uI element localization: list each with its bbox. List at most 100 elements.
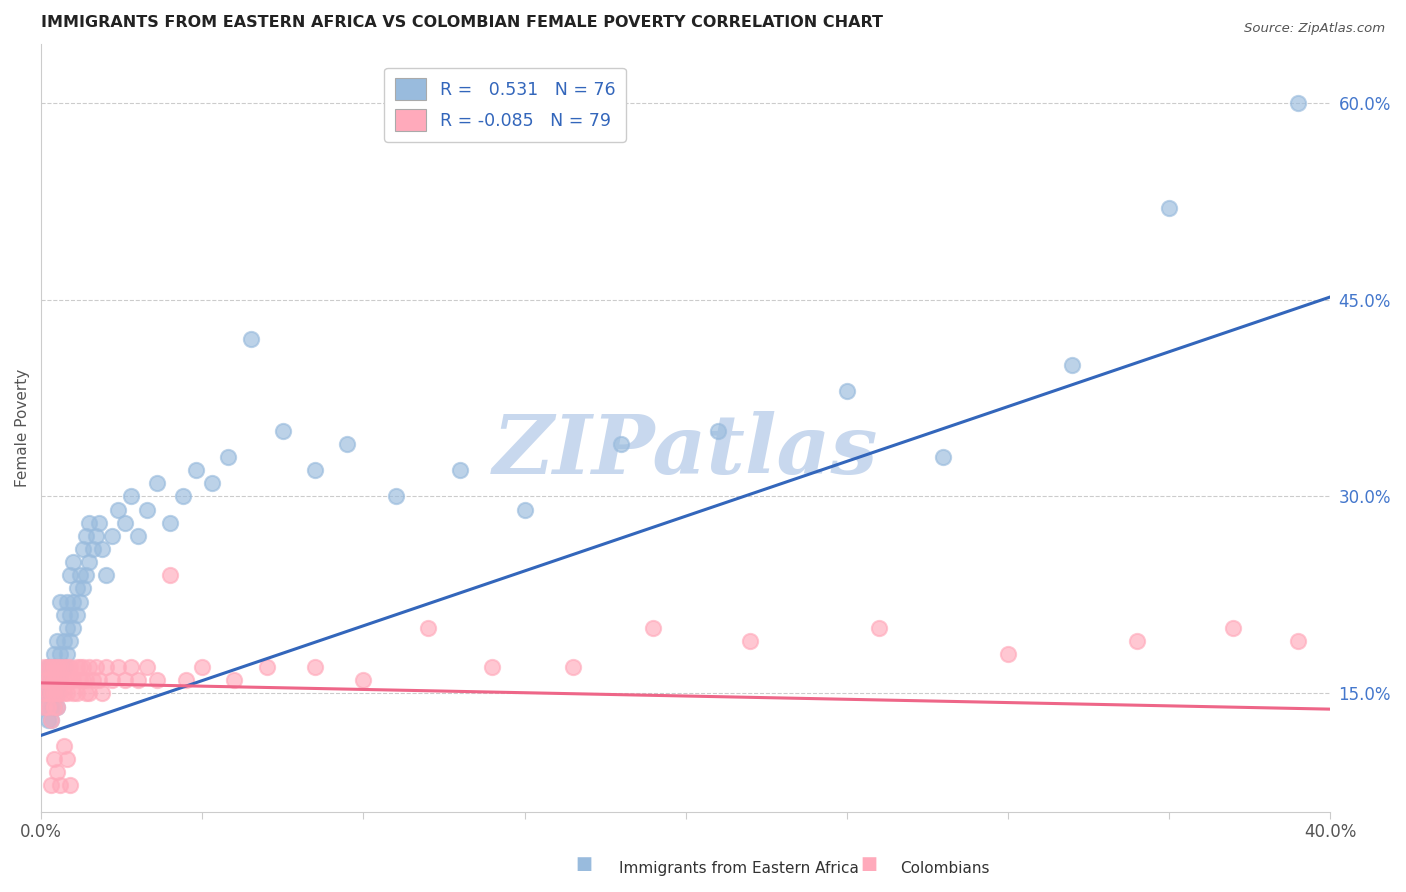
Point <box>1222 621 1244 635</box>
Point <box>46 660 69 674</box>
Text: IMMIGRANTS FROM EASTERN AFRICA VS COLOMBIAN FEMALE POVERTY CORRELATION CHART: IMMIGRANTS FROM EASTERN AFRICA VS COLOMB… <box>41 15 883 30</box>
Point <box>101 673 124 688</box>
Point <box>65 686 87 700</box>
Point <box>449 463 471 477</box>
Point <box>1157 201 1180 215</box>
Point <box>561 660 583 674</box>
Point <box>481 660 503 674</box>
Text: ■: ■ <box>575 855 592 873</box>
Point <box>49 660 72 674</box>
Point <box>62 673 84 688</box>
Text: Immigrants from Eastern Africa: Immigrants from Eastern Africa <box>619 861 859 876</box>
Text: Colombians: Colombians <box>900 861 990 876</box>
Text: ZIPatlas: ZIPatlas <box>494 410 879 491</box>
Point <box>59 660 82 674</box>
Point <box>191 660 214 674</box>
Point <box>304 660 326 674</box>
Point <box>39 660 62 674</box>
Point <box>62 594 84 608</box>
Point <box>37 699 59 714</box>
Point <box>201 476 224 491</box>
Point <box>513 502 536 516</box>
Point <box>159 568 181 582</box>
Point <box>1126 633 1149 648</box>
Point <box>69 594 91 608</box>
Point <box>643 621 665 635</box>
Point <box>94 660 117 674</box>
Point <box>39 660 62 674</box>
Point <box>49 673 72 688</box>
Point <box>34 699 56 714</box>
Point <box>79 555 101 569</box>
Point <box>239 332 262 346</box>
Point <box>416 621 439 635</box>
Text: ■: ■ <box>860 855 877 873</box>
Point <box>91 686 114 700</box>
Point <box>91 541 114 556</box>
Point <box>75 686 97 700</box>
Point <box>75 673 97 688</box>
Point <box>62 555 84 569</box>
Point <box>52 607 75 622</box>
Point <box>174 673 197 688</box>
Point <box>46 673 69 688</box>
Point <box>72 541 94 556</box>
Point <box>46 686 69 700</box>
Point <box>34 699 56 714</box>
Point <box>52 739 75 753</box>
Point <box>49 647 72 661</box>
Point <box>107 502 129 516</box>
Point <box>46 633 69 648</box>
Point <box>224 673 246 688</box>
Point <box>69 568 91 582</box>
Point <box>56 752 79 766</box>
Point <box>146 476 169 491</box>
Point <box>65 582 87 596</box>
Point <box>42 686 65 700</box>
Point <box>932 450 955 464</box>
Point <box>256 660 278 674</box>
Point <box>46 660 69 674</box>
Point <box>39 778 62 792</box>
Point <box>75 568 97 582</box>
Point <box>59 633 82 648</box>
Point <box>62 686 84 700</box>
Point <box>72 660 94 674</box>
Point <box>49 594 72 608</box>
Point <box>1286 633 1309 648</box>
Point <box>39 673 62 688</box>
Point <box>75 529 97 543</box>
Point <box>39 713 62 727</box>
Point <box>707 424 730 438</box>
Point <box>1062 358 1084 372</box>
Point <box>42 752 65 766</box>
Point <box>39 686 62 700</box>
Point <box>34 660 56 674</box>
Point <box>56 660 79 674</box>
Text: Source: ZipAtlas.com: Source: ZipAtlas.com <box>1244 22 1385 36</box>
Point <box>56 686 79 700</box>
Point <box>37 713 59 727</box>
Point <box>34 673 56 688</box>
Point <box>34 686 56 700</box>
Point <box>37 660 59 674</box>
Point <box>127 673 149 688</box>
Point <box>868 621 890 635</box>
Point <box>59 778 82 792</box>
Point <box>59 568 82 582</box>
Point <box>72 673 94 688</box>
Point <box>56 673 79 688</box>
Point <box>42 647 65 661</box>
Point <box>65 607 87 622</box>
Point <box>82 673 104 688</box>
Point <box>738 633 761 648</box>
Point <box>56 621 79 635</box>
Point <box>37 686 59 700</box>
Point <box>39 699 62 714</box>
Point <box>120 660 142 674</box>
Point <box>42 660 65 674</box>
Point <box>136 660 159 674</box>
Point <box>56 647 79 661</box>
Point <box>82 541 104 556</box>
Point <box>42 673 65 688</box>
